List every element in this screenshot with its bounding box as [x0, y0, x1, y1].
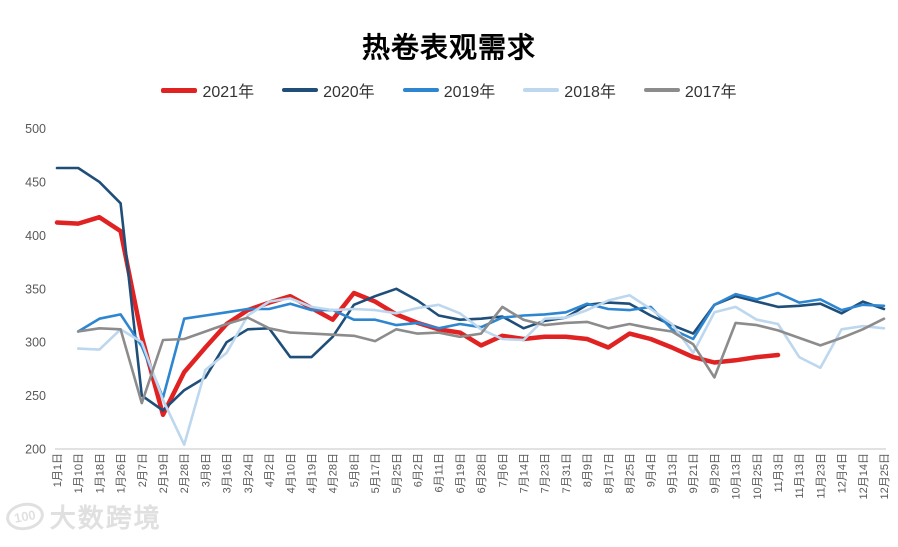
x-tick-label: 4月28日	[328, 453, 340, 493]
x-tick-label: 10月25日	[752, 453, 764, 499]
series-line-2017年	[76, 305, 886, 405]
x-tick-label: 7月14日	[519, 453, 531, 493]
x-tick-label: 10月13日	[731, 453, 743, 499]
chart-legend: 2021年 2020年 2019年 2018年 2017年	[0, 78, 898, 102]
legend-label: 2021年	[202, 84, 255, 101]
y-tick-label: 450	[25, 175, 46, 189]
x-tick-label: 11月3日	[773, 453, 785, 493]
x-tick-label: 5月25日	[391, 453, 403, 493]
x-tick-label: 1月18日	[94, 453, 106, 493]
x-tick-label: 9月13日	[667, 453, 679, 493]
x-tick-label: 6月19日	[455, 453, 467, 493]
x-tick-label: 8月25日	[625, 453, 637, 493]
x-tick-label: 5月17日	[370, 453, 382, 493]
y-tick-label: 250	[25, 389, 46, 403]
legend-label: 2019年	[443, 84, 496, 101]
x-tick-label: 3月16日	[222, 453, 234, 493]
x-tick-label: 2月7日	[137, 453, 149, 487]
x-tick-label: 9月29日	[709, 453, 721, 493]
x-tick-label: 12月14日	[858, 453, 870, 499]
x-tick-label: 1月1日	[52, 453, 64, 487]
x-tick-label: 11月13日	[794, 453, 806, 499]
y-tick-label: 500	[25, 122, 46, 136]
series-line-2020年	[55, 166, 886, 412]
legend-swatch	[161, 87, 198, 93]
legend-label: 2018年	[564, 84, 616, 101]
x-tick-label: 4月19日	[307, 453, 319, 493]
series-line-2019年	[76, 291, 886, 400]
x-tick-label: 2月28日	[179, 453, 191, 493]
x-tick-label: 7月23日	[540, 453, 552, 493]
x-tick-label: 8月9日	[582, 453, 594, 487]
x-tick-label: 9月21日	[688, 453, 700, 493]
series-line-2018年	[76, 293, 886, 447]
legend-swatch	[402, 88, 439, 92]
legend-item-2021年: 2021年	[161, 78, 254, 102]
x-tick-label: 3月24日	[243, 453, 255, 493]
x-tick-label: 7月31日	[561, 453, 573, 493]
x-tick-label: 6月2日	[413, 453, 425, 487]
legend-swatch	[282, 88, 319, 92]
legend-label: 2020年	[323, 84, 375, 101]
x-tick-label: 2月19日	[158, 453, 170, 493]
legend-swatch	[643, 88, 680, 92]
x-tick-label: 12月25日	[879, 453, 891, 499]
y-tick-label: 400	[25, 229, 46, 243]
legend-item-2019年: 2019年	[402, 78, 496, 102]
x-tick-label: 9月4日	[646, 453, 658, 487]
y-tick-label: 300	[25, 336, 46, 350]
x-tick-label: 4月10日	[285, 453, 297, 493]
legend-item-2017年: 2017年	[643, 78, 737, 102]
x-tick-label: 6月28日	[476, 453, 488, 493]
x-tick-label: 5月8日	[349, 453, 361, 487]
x-tick-label: 1月26日	[116, 453, 128, 493]
legend-label: 2017年	[684, 84, 737, 101]
x-tick-label: 4月2日	[264, 453, 276, 487]
x-tick-label: 3月8日	[200, 453, 212, 487]
y-tick-label: 200	[25, 443, 46, 457]
y-tick-label: 350	[25, 282, 46, 296]
legend-swatch	[523, 88, 560, 92]
x-tick-label: 7月6日	[497, 453, 509, 487]
x-tick-label: 12月4日	[837, 453, 849, 493]
x-tick-label: 1月10日	[73, 453, 85, 493]
chart-title: 热卷表观需求	[361, 33, 536, 64]
x-tick-label: 6月11日	[434, 453, 446, 493]
legend-item-2018年: 2018年	[523, 78, 616, 102]
x-tick-label: 8月17日	[603, 453, 615, 493]
legend-item-2020年: 2020年	[282, 78, 375, 102]
x-tick-label: 11月23日	[815, 453, 827, 499]
